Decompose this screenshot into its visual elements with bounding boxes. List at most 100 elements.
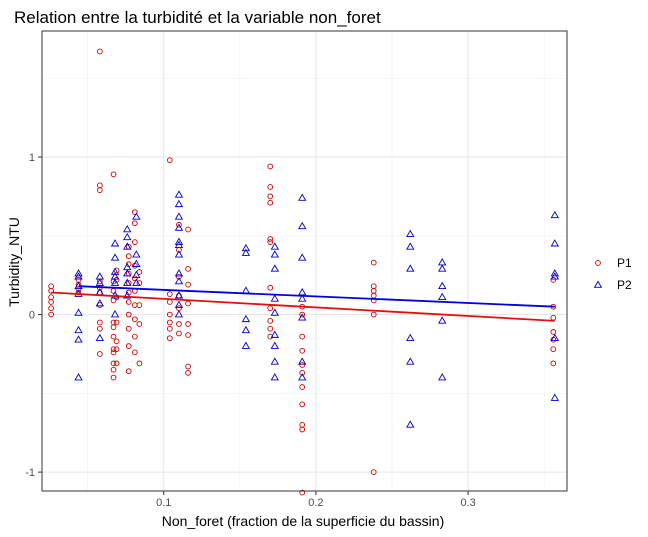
point-p1: [131, 349, 138, 356]
point-p2: [174, 190, 184, 198]
point-p1: [96, 351, 103, 357]
point-p1: [267, 236, 274, 242]
point-p1: [267, 284, 274, 291]
point-p2: [132, 278, 141, 286]
point-p1: [125, 368, 132, 375]
point-p2: [241, 341, 251, 349]
point-p2: [174, 300, 184, 308]
point-p1: [110, 171, 117, 178]
minor-gridlines: [42, 31, 567, 491]
point-p1: [110, 366, 117, 373]
point-p1: [299, 311, 306, 318]
point-p1: [185, 369, 191, 376]
point-p2: [270, 308, 280, 316]
point-p1: [166, 311, 173, 318]
point-p1: [131, 316, 138, 323]
point-p2: [95, 299, 105, 307]
y-tick-label: 0: [29, 310, 35, 322]
point-p2: [123, 278, 132, 286]
point-p1: [550, 360, 557, 367]
point-p1: [267, 193, 274, 200]
point-p2: [132, 270, 141, 278]
point-p2: [110, 310, 120, 318]
point-p2: [241, 243, 251, 252]
legend-key-p1: [595, 260, 601, 266]
point-p1: [131, 209, 138, 216]
point-p2: [550, 239, 560, 247]
point-p1: [185, 363, 191, 370]
point-p2: [74, 269, 83, 277]
point-p2: [74, 373, 83, 381]
point-p2: [174, 310, 184, 318]
x-tick-label: 0.3: [460, 497, 475, 509]
point-p1: [96, 48, 103, 55]
point-p1: [113, 338, 120, 345]
series-p2-points: [74, 190, 560, 428]
point-p1: [299, 347, 306, 354]
point-p2: [110, 291, 120, 299]
point-p1: [113, 346, 120, 353]
point-p2: [241, 325, 251, 334]
point-p1: [131, 333, 138, 340]
point-p2: [298, 294, 307, 302]
point-p1: [267, 305, 274, 312]
point-p1: [267, 318, 274, 324]
point-p2: [550, 333, 560, 341]
point-p1: [48, 305, 54, 312]
point-p1: [299, 362, 306, 368]
point-p2: [123, 232, 132, 241]
point-p2: [74, 335, 83, 343]
point-p2: [406, 229, 415, 238]
point-p2: [174, 276, 184, 285]
point-p1: [131, 239, 138, 245]
point-p2: [95, 278, 105, 286]
point-p1: [110, 333, 117, 340]
panel-border: [41, 30, 568, 492]
point-p1: [96, 187, 103, 193]
point-p2: [174, 291, 184, 299]
point-p1: [113, 360, 120, 367]
trend-line-p1: [51, 291, 555, 322]
point-p1: [176, 273, 182, 280]
point-p1: [110, 374, 117, 381]
point-p1: [267, 184, 274, 190]
trend-line-p2: [78, 285, 555, 308]
point-p2: [174, 240, 184, 249]
point-p2: [270, 294, 280, 302]
point-p2: [123, 291, 132, 299]
point-p1: [136, 360, 143, 367]
point-p1: [48, 299, 54, 305]
point-p2: [123, 269, 132, 277]
point-p1: [48, 311, 54, 318]
point-p1: [176, 330, 182, 337]
chart-title: Relation entre la turbidité et la variab…: [14, 8, 381, 27]
point-p2: [270, 341, 280, 349]
y-tick-label: -1: [25, 467, 35, 479]
point-p1: [550, 346, 557, 353]
point-p2: [270, 373, 280, 381]
major-gridlines: [42, 31, 567, 491]
point-p1: [131, 220, 138, 227]
point-p2: [406, 333, 415, 341]
data-points: [48, 48, 560, 496]
point-p2: [406, 420, 415, 428]
legend-item-p1: P1: [595, 256, 632, 270]
legend: P1 P2: [593, 256, 632, 292]
point-p1: [166, 319, 173, 326]
point-p1: [299, 489, 306, 496]
point-p1: [125, 253, 132, 260]
plot-panel: [41, 30, 568, 496]
point-p1: [113, 319, 120, 326]
point-p1: [267, 239, 274, 245]
point-p1: [370, 311, 377, 318]
point-p2: [406, 242, 415, 250]
point-p1: [299, 333, 306, 340]
point-p1: [166, 157, 173, 164]
point-p2: [110, 253, 120, 261]
x-tick-label: 0.1: [156, 497, 171, 509]
point-p2: [298, 313, 307, 321]
point-p2: [550, 269, 560, 277]
point-p2: [110, 267, 120, 275]
point-p1: [299, 384, 306, 390]
point-p1: [370, 297, 377, 304]
